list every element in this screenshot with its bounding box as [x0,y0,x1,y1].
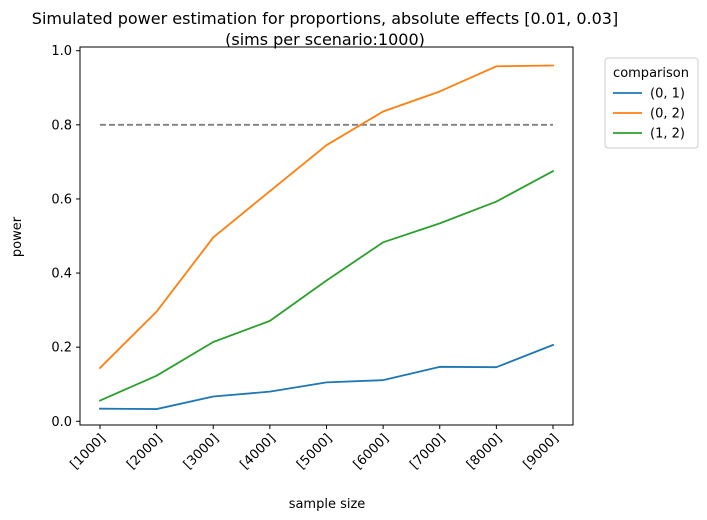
y-tick-label: 0.6 [51,192,72,207]
x-tick-label: [3000] [181,431,222,472]
x-tick-label: [5000] [294,431,335,472]
y-tick-label: 0.4 [51,267,72,282]
x-tick-label: [6000] [351,431,392,472]
legend-label: (0, 2) [650,107,685,122]
x-tick-label: [4000] [238,431,279,472]
chart-title: Simulated power estimation for proportio… [32,9,618,28]
plot-area: 0.0 0.2 0.4 0.6 0.8 1.0 [1000] [2000] [3000] [400… [51,44,574,472]
legend-label: (1, 2) [650,127,685,142]
series-line-3 [98,169,555,402]
series-line-2 [98,64,554,370]
y-tick-label: 0.2 [51,341,72,356]
legend: comparison (0, 1) (0, 2) (1, 2) [604,57,699,149]
legend-label: (0, 1) [650,87,685,102]
chart-subtitle: (sims per scenario:1000) [225,30,425,49]
y-tick-label: 0.8 [51,118,72,133]
x-tick-label: [7000] [407,431,448,472]
axes-frame [79,46,574,426]
y-tick-label: 0.0 [51,415,72,430]
x-tick-label: [8000] [464,431,505,472]
x-tick-label: [2000] [124,431,165,472]
legend-title: comparison [613,66,689,81]
legend-frame [604,57,699,149]
y-axis-label: power [10,216,25,257]
x-tick-label: [9000] [521,431,562,472]
x-tick-label: [1000] [68,431,109,472]
y-tick-label: 1.0 [51,44,72,59]
series-line-1 [99,343,555,410]
x-axis-label: sample size [289,497,366,512]
